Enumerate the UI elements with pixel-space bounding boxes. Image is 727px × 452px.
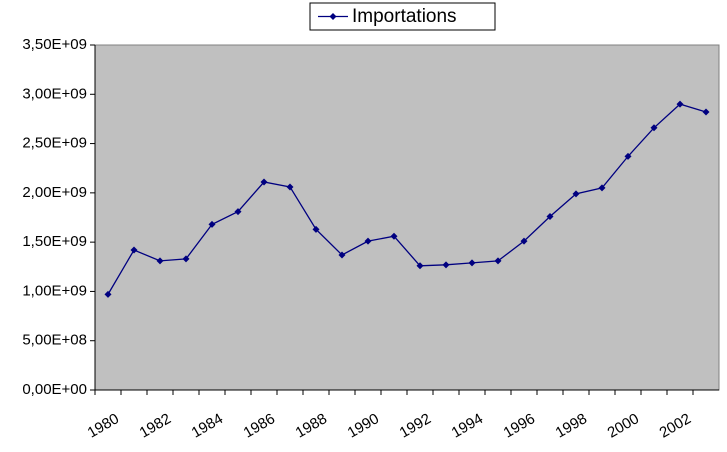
point bbox=[234, 208, 242, 216]
x-tick-label: 1994 bbox=[449, 410, 486, 441]
x-tick-label: 1980 bbox=[85, 410, 122, 441]
x-tick-label: 1988 bbox=[293, 410, 330, 441]
series-line bbox=[107, 103, 707, 295]
point bbox=[338, 251, 346, 259]
point bbox=[572, 190, 580, 198]
x-tick-label: 1982 bbox=[137, 410, 174, 441]
y-tick-label: 1,00E+09 bbox=[22, 282, 87, 299]
point bbox=[624, 152, 632, 160]
point bbox=[130, 246, 138, 254]
point bbox=[312, 225, 320, 233]
point bbox=[598, 184, 606, 192]
point bbox=[650, 124, 658, 132]
legend-marker bbox=[329, 13, 337, 20]
y-tick-label: 5,00E+08 bbox=[22, 332, 87, 349]
y-tick-label: 3,50E+09 bbox=[22, 36, 87, 53]
point bbox=[104, 290, 112, 298]
x-tick-label: 2002 bbox=[657, 410, 694, 441]
plot-area bbox=[94, 44, 720, 391]
x-tick-label: 2000 bbox=[605, 410, 642, 441]
point bbox=[546, 213, 554, 221]
point bbox=[520, 237, 528, 245]
point bbox=[182, 255, 190, 263]
point bbox=[702, 108, 710, 116]
point bbox=[468, 259, 476, 267]
y-tick-label: 2,50E+09 bbox=[22, 135, 87, 152]
y-tick-label: 1,50E+09 bbox=[22, 233, 87, 250]
x-tick-label: 1992 bbox=[397, 410, 434, 441]
point bbox=[390, 232, 398, 240]
point bbox=[156, 257, 164, 265]
point bbox=[364, 237, 372, 245]
y-tick-label: 0,00E+00 bbox=[22, 381, 87, 398]
x-tick-label: 1984 bbox=[189, 410, 226, 441]
point bbox=[208, 220, 216, 228]
legend-label: Importations bbox=[352, 6, 457, 27]
point bbox=[286, 183, 294, 191]
y-tick-label: 2,00E+09 bbox=[22, 184, 87, 201]
point bbox=[260, 178, 268, 186]
x-tick-label: 1996 bbox=[501, 410, 538, 441]
point bbox=[494, 257, 502, 265]
point bbox=[442, 261, 450, 269]
point bbox=[676, 100, 684, 108]
y-tick-label: 3,00E+09 bbox=[22, 85, 87, 102]
x-tick-label: 1998 bbox=[553, 410, 590, 441]
point bbox=[416, 262, 424, 270]
x-tick-label: 1990 bbox=[345, 410, 382, 441]
x-tick-label: 1986 bbox=[241, 410, 278, 441]
